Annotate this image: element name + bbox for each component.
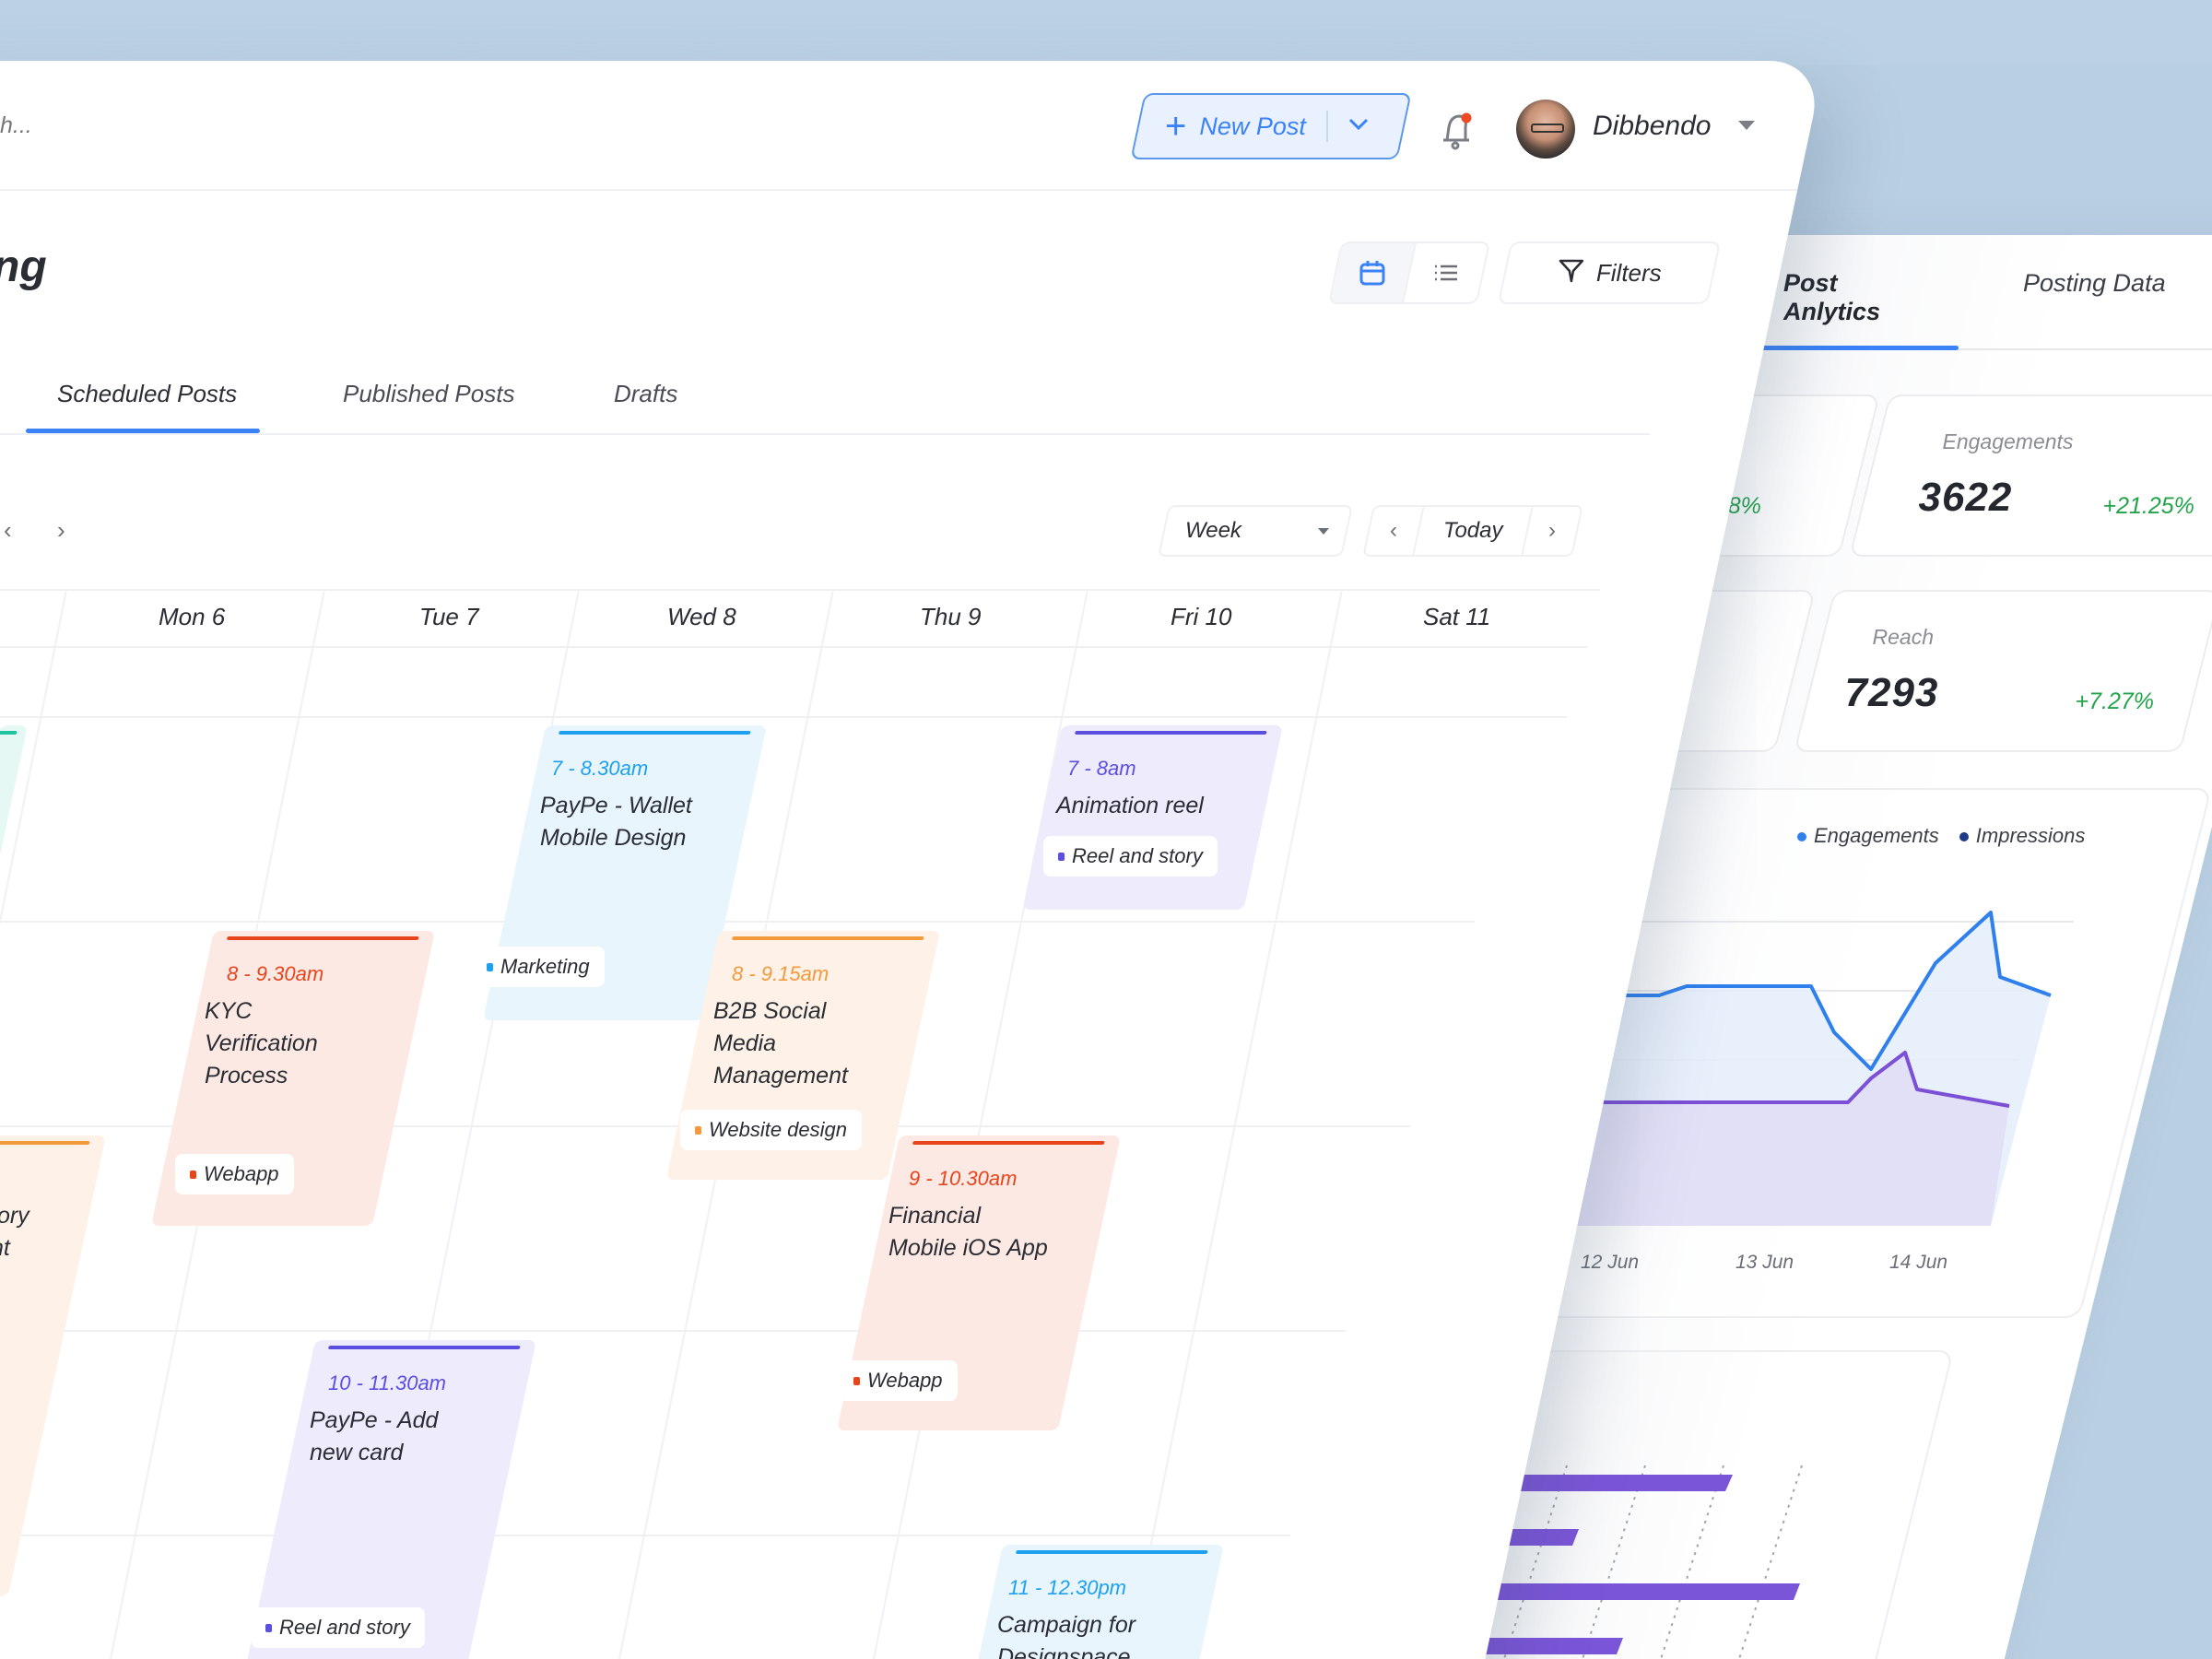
day-header: Thu 9 — [920, 603, 982, 630]
avatar[interactable] — [1516, 100, 1575, 159]
event-time: 7 - 8.30am — [551, 757, 649, 780]
post-tabs: Scheduled Posts Published Posts Drafts — [0, 369, 1650, 435]
event-time: 11 - 12.30pm — [1008, 1576, 1127, 1599]
event-title: Financial Mobile iOS App — [888, 1203, 1048, 1261]
page-title: ng — [0, 242, 47, 291]
event-time: 10 - 11.30am — [328, 1371, 447, 1394]
tab-scheduled-posts[interactable]: Scheduled Posts — [57, 380, 238, 407]
event-title: Animation reel — [1056, 793, 1204, 818]
chevron-down-icon[interactable] — [1348, 118, 1369, 135]
event-tag: Webapp — [175, 1154, 294, 1194]
tag-dot-icon — [1058, 852, 1065, 861]
event-color-bar — [0, 731, 18, 735]
tag-dot-icon — [853, 1376, 860, 1385]
event-tag: Reel and story — [251, 1607, 425, 1648]
dot-icon — [1797, 832, 1806, 842]
event-title: PayPe - Add new card — [310, 1407, 439, 1465]
chart-legend: Engagements Impressions — [1797, 824, 2085, 848]
calendar-icon — [1358, 258, 1387, 288]
list-view-button[interactable] — [1404, 243, 1488, 302]
event-title: tory nt — [0, 1203, 29, 1261]
analytics-tabs: Post Anlytics Posting Data — [1756, 249, 2212, 350]
prev-icon[interactable]: ‹ — [4, 516, 12, 544]
calendar-view-button[interactable] — [1330, 243, 1417, 302]
legend-engagements[interactable]: Engagements — [1797, 824, 1939, 848]
event-card[interactable]: 11 - 12.30pm Campaign for Designspace — [963, 1545, 1224, 1659]
search-input[interactable] — [0, 112, 184, 139]
tab-drafts[interactable]: Drafts — [614, 380, 678, 407]
filter-icon — [1558, 256, 1585, 290]
event-tag: Reel and story — [1043, 836, 1218, 877]
event-title: PayPe - Wallet Mobile Design — [540, 793, 692, 851]
list-icon — [1431, 258, 1461, 288]
event-time: 7 - 8am — [1067, 757, 1136, 780]
user-name[interactable]: Dibbendo — [1593, 111, 1712, 141]
tab-post-analytics[interactable]: Post Anlytics — [1756, 249, 1959, 350]
event-tag: Webapp — [839, 1360, 958, 1401]
next-icon[interactable]: › — [57, 516, 65, 544]
topbar-divider — [0, 189, 1797, 191]
new-post-button[interactable]: + New Post — [1130, 93, 1412, 159]
day-header: Sat 11 — [1423, 603, 1491, 630]
dot-icon — [1959, 832, 1969, 842]
event-time: 8 - 9.30am — [227, 962, 324, 985]
view-toggle — [1327, 241, 1491, 304]
day-header: Tue 7 — [419, 603, 479, 630]
filters-button[interactable]: Filters — [1497, 241, 1722, 304]
day-header: Wed 8 — [667, 603, 736, 630]
active-tab-indicator — [26, 429, 260, 433]
tab-published-posts[interactable]: Published Posts — [343, 380, 515, 407]
event-title: Campaign for Designspace — [997, 1612, 1136, 1659]
tab-posting-data[interactable]: Posting Data — [2023, 269, 2166, 297]
tag-dot-icon — [265, 1623, 272, 1632]
day-header: Mon 6 — [159, 603, 226, 630]
tag-dot-icon — [487, 962, 493, 971]
event-card[interactable]: 7 - 8am Animation reel Reel and story — [1022, 725, 1283, 910]
event-title: B2B Social Media Management — [713, 998, 848, 1088]
event-title: KYC Verification Process — [205, 998, 318, 1088]
background-top — [0, 0, 2212, 65]
day-header: Fri 10 — [1171, 603, 1232, 630]
tag-dot-icon — [695, 1125, 701, 1135]
tag-dot-icon — [190, 1170, 196, 1179]
event-tag: Website design — [680, 1110, 863, 1150]
legend-impressions[interactable]: Impressions — [1959, 824, 2085, 848]
event-card[interactable]: tory nt — [0, 1135, 106, 1596]
event-tag: Marketing — [472, 947, 605, 987]
event-time: 9 - 10.30am — [909, 1167, 1018, 1190]
bell-icon[interactable] — [1434, 109, 1478, 158]
event-time: 8 - 9.15am — [732, 962, 830, 985]
caret-down-icon[interactable] — [1738, 121, 1755, 130]
